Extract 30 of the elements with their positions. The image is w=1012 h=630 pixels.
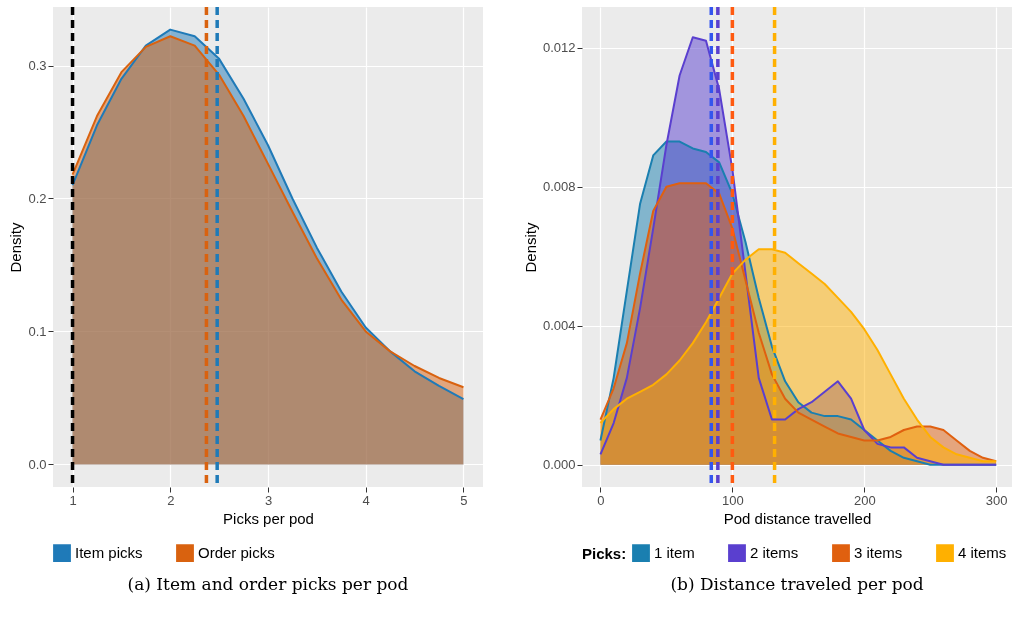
y-axis-title: Density <box>521 222 539 273</box>
x-tick-label: 2 <box>167 492 175 508</box>
legend-title: Picks: <box>582 545 627 562</box>
y-tick-label: 0.012 <box>542 40 576 56</box>
text: (a) Item and order picks per pod <box>127 574 409 594</box>
legend-label: Item picks <box>75 544 143 562</box>
x-tick-label: 5 <box>460 492 468 508</box>
x-axis-title: Picks per pod <box>223 509 314 527</box>
y-axis-title: Density <box>7 222 25 273</box>
text: (b) Distance traveled per pod <box>670 574 924 594</box>
x-tick-label: 4 <box>362 492 370 508</box>
x-tick-label: 1 <box>69 492 77 508</box>
x-tick-label: 300 <box>985 492 1008 508</box>
x-tick-label: 3 <box>264 492 273 508</box>
y-tick-label: 0.004 <box>542 318 576 334</box>
y-tick-label: 0.0 <box>28 456 47 472</box>
legend-label: 3 items <box>854 544 903 562</box>
x-tick-label: 200 <box>853 492 876 508</box>
y-tick-label: 0.000 <box>542 457 576 473</box>
legend-label: 4 items <box>958 544 1007 562</box>
legend-label: 2 items <box>750 544 799 562</box>
x-axis-title: Pod distance travelled <box>723 509 872 527</box>
legend-label: Order picks <box>198 544 275 562</box>
x-tick-label: 100 <box>722 492 744 508</box>
y-tick-label: 0.2 <box>28 190 47 206</box>
y-tick-label: 0.1 <box>28 323 47 339</box>
y-tick-label: 0.008 <box>542 179 576 195</box>
y-tick-label: 0.3 <box>28 58 47 73</box>
x-tick-label: 0 <box>597 492 605 508</box>
legend-label: 1 item <box>654 544 695 562</box>
